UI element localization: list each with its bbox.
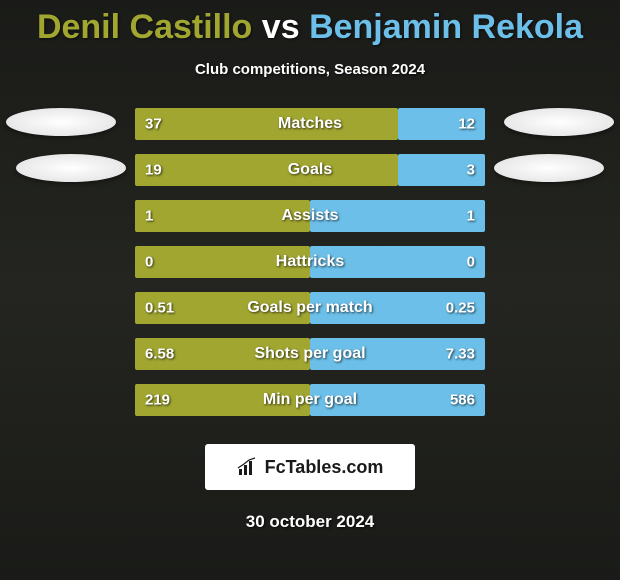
comparison-grid: 37 Matches 12 19 Goals 3 1 Assists 1 0 H…: [0, 108, 620, 416]
value-left: 19: [145, 162, 162, 179]
bar-chart-icon: [237, 457, 259, 477]
stat-row: 6.58 Shots per goal 7.33: [135, 338, 485, 370]
value-right: 1: [467, 208, 475, 225]
stat-label: Hattricks: [276, 253, 344, 271]
value-right: 3: [467, 162, 475, 179]
value-left: 37: [145, 116, 162, 133]
player2-name: Benjamin Rekola: [309, 8, 583, 46]
bar-left: [135, 108, 398, 140]
value-right: 0: [467, 254, 475, 271]
stat-label: Matches: [278, 115, 342, 133]
stat-row: 0.51 Goals per match 0.25: [135, 292, 485, 324]
value-left: 0: [145, 254, 153, 271]
stat-label: Goals: [288, 161, 332, 179]
stat-label: Shots per goal: [254, 345, 365, 363]
value-right: 7.33: [446, 346, 475, 363]
brand-name: FcTables.com: [265, 457, 384, 478]
stat-label: Assists: [282, 207, 339, 225]
value-left: 219: [145, 392, 170, 409]
value-right: 0.25: [446, 300, 475, 317]
stat-label: Goals per match: [247, 299, 372, 317]
stat-row: 219 Min per goal 586: [135, 384, 485, 416]
team-badge-right-2: [494, 154, 604, 182]
stat-row: 19 Goals 3: [135, 154, 485, 186]
value-right: 586: [450, 392, 475, 409]
stat-row: 1 Assists 1: [135, 200, 485, 232]
stat-row: 37 Matches 12: [135, 108, 485, 140]
team-badge-left-1: [6, 108, 116, 136]
value-right: 12: [458, 116, 475, 133]
stat-label: Min per goal: [263, 391, 357, 409]
team-badge-right-1: [504, 108, 614, 136]
player1-name: Denil Castillo: [37, 8, 252, 46]
team-badge-left-2: [16, 154, 126, 182]
value-left: 1: [145, 208, 153, 225]
value-left: 0.51: [145, 300, 174, 317]
brand-badge[interactable]: FcTables.com: [205, 444, 415, 490]
subtitle: Club competitions, Season 2024: [0, 61, 620, 78]
stat-row: 0 Hattricks 0: [135, 246, 485, 278]
vs-text: vs: [262, 8, 300, 46]
date-text: 30 october 2024: [0, 512, 620, 532]
bar-left: [135, 154, 398, 186]
value-left: 6.58: [145, 346, 174, 363]
page-title: Denil Castillo vs Benjamin Rekola: [0, 0, 620, 47]
